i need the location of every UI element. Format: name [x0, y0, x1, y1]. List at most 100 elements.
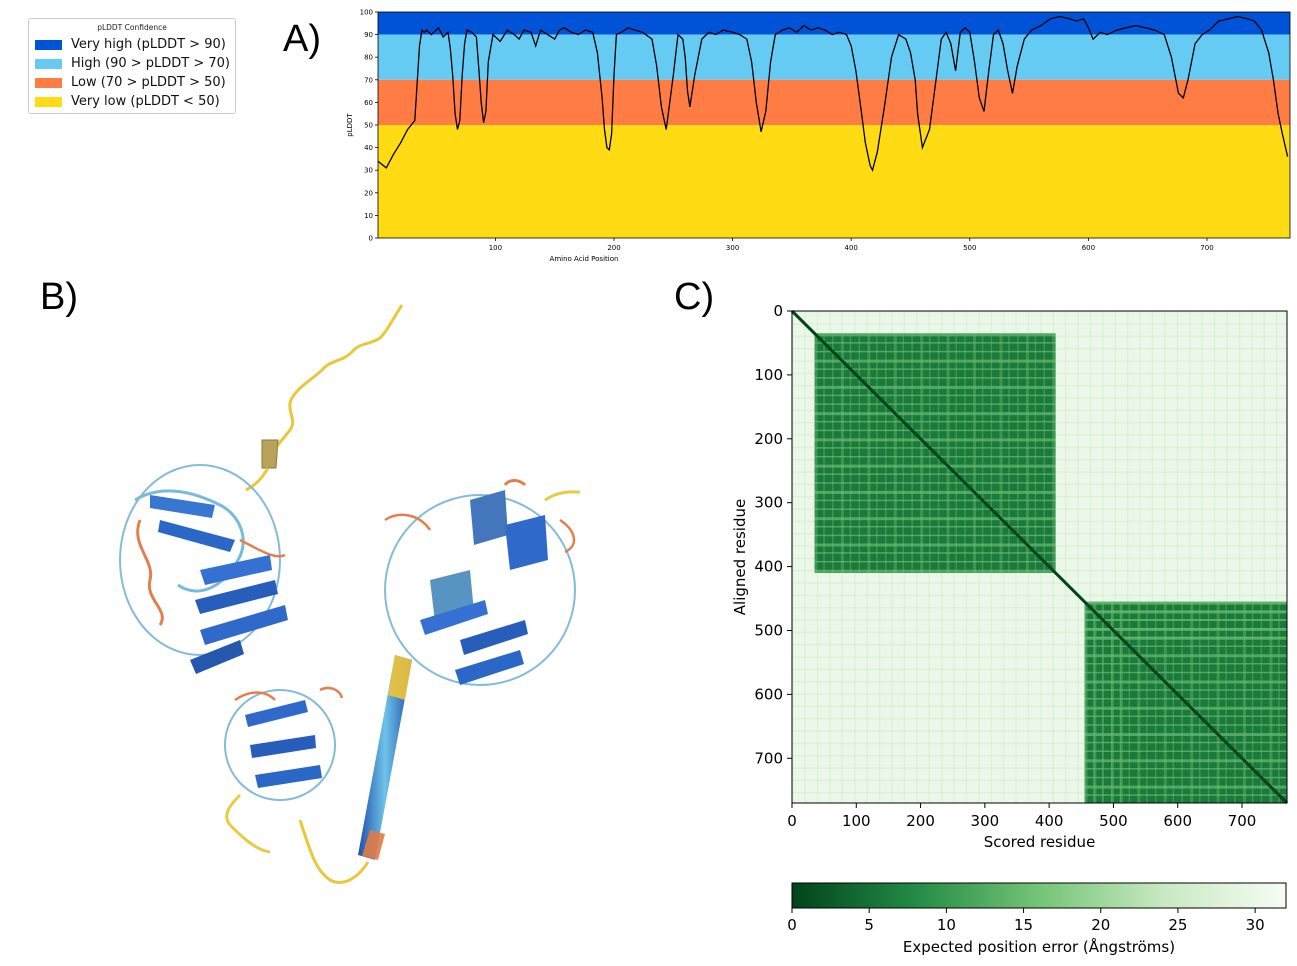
heatmap-texture-row-39 — [792, 791, 1287, 794]
colorbar-tick-label-20: 20 — [1091, 916, 1110, 934]
block-0-row-stripe-12 — [814, 438, 1056, 442]
heatmap-texture-col-27 — [1126, 311, 1129, 803]
plddt-chart: 100 200 300 400 500 600 700 0 10 20 30 40 50 60 70 80 90… — [346, 9, 1291, 263]
heatmap-texture-row-36 — [792, 754, 1287, 757]
heatmap-texture-row-35 — [792, 742, 1287, 745]
heatmap-texture-col-35 — [1226, 311, 1228, 803]
c-y-tick-label-600: 600 — [754, 685, 783, 703]
block-1-row-stripe-10 — [1084, 689, 1287, 691]
c-y-tick-label-400: 400 — [754, 558, 783, 576]
c-x-tick-label-0: 0 — [787, 812, 797, 830]
block-0-col-stripe-7 — [876, 333, 878, 573]
heatmap-texture-row-29 — [792, 668, 1287, 671]
block-0-col-stripe-26 — [1043, 333, 1045, 573]
legend-label-low: Low (70 > pLDDT > 50) — [71, 75, 226, 90]
block-1-row-stripe-25 — [1084, 619, 1287, 621]
block-0-col-stripe-27 — [1052, 333, 1056, 573]
block-1-col-stripe-20 — [1260, 601, 1263, 803]
block-1-col-stripe-25 — [1102, 601, 1104, 803]
y-tick-label-40: 40 — [364, 144, 373, 152]
block-0-col-stripe-15 — [946, 333, 950, 573]
heatmap-texture-col-24 — [1089, 311, 1092, 803]
c-y-tick-label-200: 200 — [754, 430, 783, 448]
block-1-col-stripe-16 — [1225, 601, 1227, 803]
x-tick-label-600: 600 — [1082, 244, 1095, 252]
confidence-band-2 — [378, 79, 1290, 125]
y-tick-label-100: 100 — [360, 9, 373, 17]
block-0-row-stripe-21 — [814, 517, 1056, 521]
block-1-row-stripe-27 — [1084, 636, 1287, 640]
x-tick-label-500: 500 — [963, 244, 976, 252]
block-0-row-stripe-20 — [814, 508, 1056, 510]
heatmap-texture-col-28 — [1139, 311, 1141, 803]
block-0-row-stripe-9 — [814, 412, 1056, 416]
heatmap-texture-col-0 — [792, 311, 794, 803]
c-x-tick-label-600: 600 — [1163, 812, 1192, 830]
panel-label-b: B) — [40, 276, 78, 318]
block-0-row-stripe-22 — [814, 525, 1056, 528]
c-y-tick-label-300: 300 — [754, 494, 783, 512]
block-0-col-stripe-11 — [911, 333, 913, 573]
plddt-legend: pLDDT Confidence Very high (pLDDT > 90) … — [28, 18, 236, 114]
block-0-row-stripe-13 — [814, 447, 1056, 449]
y-tick-label-80: 80 — [364, 54, 373, 62]
heatmap-texture-col-37 — [1251, 311, 1253, 803]
legend-title: pLDDT Confidence — [97, 23, 167, 32]
heatmap-texture-row-28 — [792, 656, 1287, 658]
block-1-col-stripe-9 — [1163, 601, 1167, 803]
block-0-row-stripe-6 — [814, 385, 1056, 389]
x-tick-label-300: 300 — [726, 244, 739, 252]
block-1-col-stripe-24 — [1093, 601, 1097, 803]
heatmap-texture-col-30 — [1164, 311, 1166, 803]
colorbar-tick-label-30: 30 — [1246, 916, 1265, 934]
heatmap-texture-col-33 — [1201, 311, 1203, 803]
legend-swatch-high — [35, 59, 62, 69]
block-1-col-stripe-22 — [1278, 601, 1280, 803]
block-0-row-stripe-19 — [814, 499, 1056, 502]
heatmap-texture-col-22 — [1064, 311, 1067, 803]
block-0-row-stripe-3 — [814, 359, 1056, 363]
block-0-col-stripe-24 — [1025, 333, 1029, 573]
block-0-col-stripe-13 — [928, 333, 931, 573]
block-0-col-stripe-23 — [1017, 333, 1019, 573]
colorbar — [791, 882, 1287, 909]
block-0-col-stripe-14 — [937, 333, 940, 573]
block-0-col-stripe-21 — [999, 333, 1003, 573]
heatmap-texture-row-38 — [792, 779, 1287, 782]
c-x-tick-label-200: 200 — [906, 812, 935, 830]
block-1-row-stripe-7 — [1084, 663, 1287, 665]
block-0-col-stripe-16 — [955, 333, 957, 573]
legend-swatch-very-low — [35, 97, 62, 107]
block-0-col-stripe-0 — [814, 333, 818, 573]
heatmap-texture-col-36 — [1238, 311, 1241, 803]
colorbar-tick-label-10: 10 — [937, 916, 956, 934]
block-0-row-stripe-14 — [814, 455, 1056, 458]
block-0-col-stripe-8 — [884, 333, 887, 573]
block-1-row-stripe-6 — [1084, 654, 1287, 658]
block-1-row-stripe-21 — [1084, 785, 1287, 789]
heatmap-texture-row-24 — [792, 606, 1287, 609]
x-tick-label-200: 200 — [607, 244, 620, 252]
block-0-row-stripe-8 — [814, 403, 1056, 405]
colorbar-tick-label-15: 15 — [1014, 916, 1033, 934]
heatmap-texture-row-31 — [792, 693, 1287, 695]
heatmap-texture-col-34 — [1213, 311, 1216, 803]
block-0-col-stripe-17 — [964, 333, 966, 573]
block-0-row-stripe-7 — [814, 394, 1056, 397]
block-1-col-stripe-23 — [1084, 601, 1087, 803]
c-x-tick-label-700: 700 — [1228, 812, 1257, 830]
block-1-row-stripe-5 — [1084, 645, 1287, 647]
block-1-row-stripe-13 — [1084, 715, 1287, 718]
block-0-col-stripe-18 — [973, 333, 977, 573]
block-0-row-stripe-5 — [814, 377, 1056, 379]
block-0-col-stripe-10 — [902, 333, 905, 573]
block-1-row-stripe-9 — [1084, 680, 1287, 684]
block-1-row-stripe-12 — [1084, 706, 1287, 710]
block-0-row-stripe-24 — [814, 543, 1056, 547]
legend-swatch-low — [35, 78, 62, 88]
block-0-row-stripe-2 — [814, 350, 1056, 353]
colorbar-label: Expected position error (Ångströms) — [903, 937, 1175, 956]
heatmap-texture-row-22 — [792, 582, 1287, 584]
block-1-row-stripe-19 — [1084, 768, 1287, 770]
block-1-col-stripe-8 — [1154, 601, 1157, 803]
